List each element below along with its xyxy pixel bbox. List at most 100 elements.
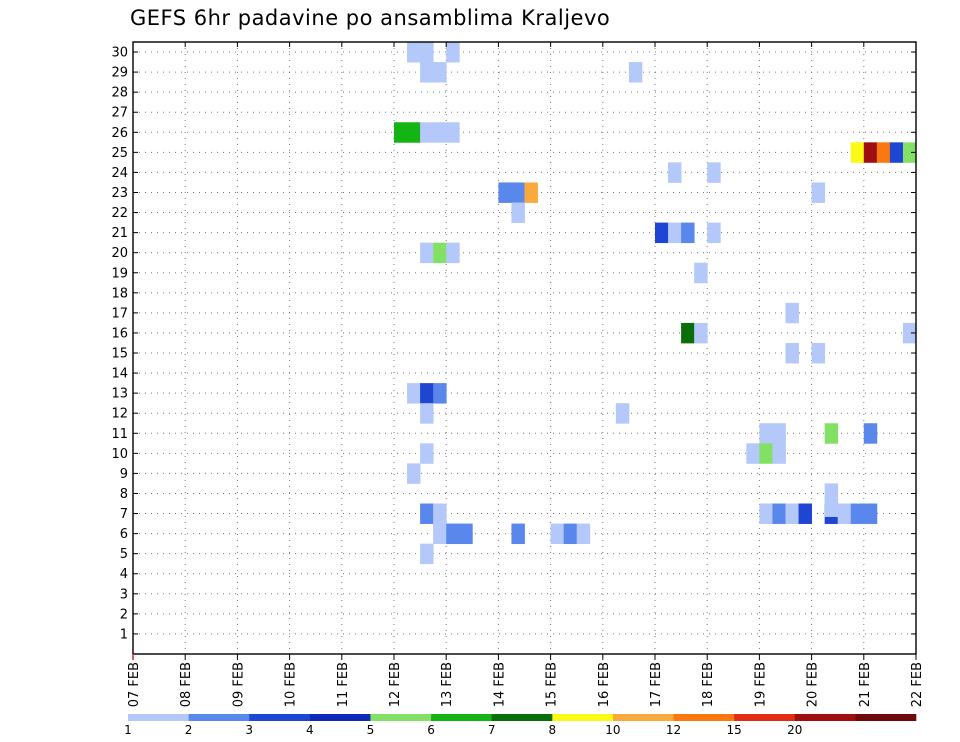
x-tick-label: 17 FEB bbox=[649, 662, 664, 707]
heatmap-cell bbox=[446, 122, 460, 143]
heatmap-cell bbox=[863, 423, 878, 444]
heatmap-cell bbox=[407, 383, 421, 404]
colorbar-label: 5 bbox=[367, 723, 375, 737]
y-tick-label: 4 bbox=[120, 567, 128, 582]
colorbar-swatch bbox=[734, 714, 796, 721]
colorbar-label: 1 bbox=[124, 723, 132, 737]
colorbar-swatch bbox=[794, 714, 856, 721]
y-tick-label: 21 bbox=[111, 226, 128, 241]
heatmap-cell bbox=[446, 242, 460, 264]
y-tick-label: 11 bbox=[111, 427, 128, 442]
y-tick-label: 28 bbox=[111, 86, 128, 101]
y-tick-label: 6 bbox=[120, 527, 128, 542]
heatmap-cell bbox=[863, 142, 878, 163]
colorbar-swatch bbox=[612, 714, 674, 721]
y-tick-label: 27 bbox=[111, 106, 128, 121]
y-tick-label: 17 bbox=[111, 306, 128, 321]
colorbar-label: 3 bbox=[245, 723, 253, 737]
y-tick-label: 19 bbox=[111, 266, 128, 281]
heatmap-cell bbox=[420, 403, 434, 424]
y-tick-label: 25 bbox=[111, 146, 128, 161]
x-tick-label: 16 FEB bbox=[597, 662, 612, 707]
heatmap-cell bbox=[420, 242, 434, 264]
heatmap-cell bbox=[576, 523, 591, 545]
heatmap-cell bbox=[785, 302, 799, 324]
colorbar-swatch bbox=[188, 714, 250, 721]
y-tick-label: 1 bbox=[120, 627, 128, 642]
heatmap-cell bbox=[433, 122, 447, 143]
heatmap-cell bbox=[407, 42, 421, 63]
heatmap-cell bbox=[902, 322, 917, 344]
heatmap-cell bbox=[811, 342, 826, 364]
heatmap-cell bbox=[837, 503, 852, 524]
y-tick-label: 18 bbox=[111, 286, 128, 301]
heatmap-cell bbox=[707, 162, 721, 183]
heatmap-cell bbox=[876, 142, 891, 163]
heatmap-cell bbox=[420, 443, 434, 464]
heatmap-cell bbox=[785, 342, 799, 364]
heatmap-cell bbox=[433, 523, 447, 545]
colorbar-swatch bbox=[370, 714, 432, 721]
heatmap-cell bbox=[394, 122, 408, 143]
heatmap-cell bbox=[707, 222, 721, 244]
heatmap-cell bbox=[446, 42, 460, 63]
heatmap-cell bbox=[785, 503, 799, 524]
colorbar-swatch bbox=[309, 714, 371, 721]
colorbar-swatch bbox=[673, 714, 735, 721]
x-tick-label: 15 FEB bbox=[545, 662, 560, 707]
heatmap-cell bbox=[681, 222, 695, 244]
heatmap-cell bbox=[420, 122, 434, 143]
y-tick-label: 3 bbox=[120, 587, 128, 602]
heatmap-cell bbox=[668, 162, 682, 183]
heatmap-cell bbox=[511, 523, 525, 545]
colorbar-label: 15 bbox=[727, 723, 742, 737]
x-tick-label: 14 FEB bbox=[492, 662, 507, 707]
heatmap-cell bbox=[511, 182, 525, 203]
y-tick-label: 5 bbox=[120, 547, 128, 562]
y-tick-label: 13 bbox=[111, 387, 128, 402]
x-tick-label: 20 FEB bbox=[806, 662, 821, 707]
heatmap-cell bbox=[433, 383, 447, 404]
heatmap-cell bbox=[889, 142, 904, 163]
colorbar-label: 2 bbox=[185, 723, 193, 737]
y-tick-label: 14 bbox=[111, 367, 128, 382]
heatmap-cell bbox=[615, 403, 630, 424]
heatmap-cell bbox=[759, 423, 773, 444]
heatmap-cell bbox=[433, 503, 447, 524]
heatmap-cell bbox=[850, 503, 865, 524]
heatmap-cell bbox=[655, 222, 669, 244]
x-tick-label: 08 FEB bbox=[179, 662, 194, 707]
heatmap-cell bbox=[746, 443, 760, 464]
heatmap-cell bbox=[798, 503, 812, 524]
y-tick-label: 7 bbox=[120, 507, 128, 522]
colorbar-label: 7 bbox=[488, 723, 496, 737]
heatmap-cell bbox=[772, 443, 786, 464]
heatmap-cell bbox=[824, 496, 839, 517]
heatmap-cell bbox=[668, 222, 682, 244]
heatmap-cell bbox=[681, 322, 695, 344]
heatmap-cell bbox=[772, 423, 786, 444]
heatmap-cell bbox=[563, 523, 578, 545]
colorbar-label: 6 bbox=[427, 723, 435, 737]
heatmap-cell bbox=[420, 503, 434, 524]
x-tick-label: 12 FEB bbox=[388, 662, 403, 707]
x-tick-label: 19 FEB bbox=[753, 662, 768, 707]
plot-frame bbox=[132, 41, 917, 655]
heatmap-cell bbox=[628, 62, 643, 83]
heatmap-cell bbox=[824, 423, 839, 444]
colorbar-swatch bbox=[249, 714, 311, 721]
y-tick-label: 24 bbox=[111, 166, 128, 181]
y-tick-label: 20 bbox=[111, 246, 128, 261]
heatmap-cell bbox=[511, 202, 525, 223]
heatmap-cell bbox=[759, 443, 773, 464]
heatmap-cell bbox=[902, 142, 917, 163]
heatmap-cell bbox=[550, 523, 565, 545]
heatmap-cell bbox=[459, 523, 473, 545]
colorbar-swatch bbox=[855, 714, 917, 721]
heatmap-cell bbox=[420, 383, 434, 404]
y-tick-label: 12 bbox=[111, 407, 128, 422]
heatmap-cell bbox=[759, 503, 773, 524]
y-tick-label: 10 bbox=[111, 447, 128, 462]
x-tick-label: 21 FEB bbox=[858, 662, 873, 707]
